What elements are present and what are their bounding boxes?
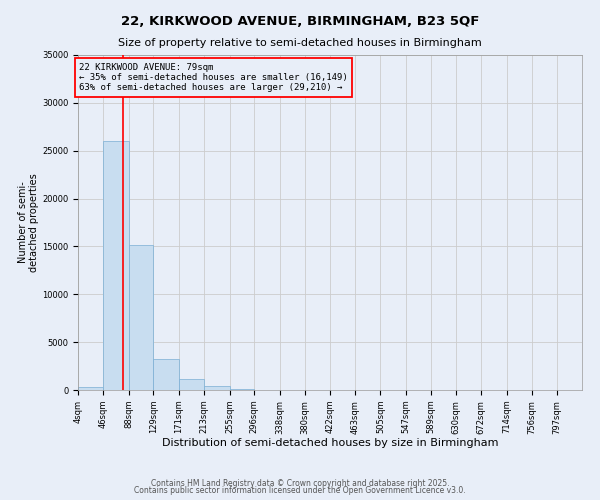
- Bar: [204, 386, 230, 390]
- Text: Contains public sector information licensed under the Open Government Licence v3: Contains public sector information licen…: [134, 486, 466, 495]
- Bar: [230, 389, 254, 390]
- Text: 22 KIRKWOOD AVENUE: 79sqm
← 35% of semi-detached houses are smaller (16,149)
63%: 22 KIRKWOOD AVENUE: 79sqm ← 35% of semi-…: [79, 62, 348, 92]
- X-axis label: Distribution of semi-detached houses by size in Birmingham: Distribution of semi-detached houses by …: [162, 438, 498, 448]
- Text: Size of property relative to semi-detached houses in Birmingham: Size of property relative to semi-detach…: [118, 38, 482, 48]
- Bar: [78, 388, 103, 390]
- Text: Contains HM Land Registry data © Crown copyright and database right 2025.: Contains HM Land Registry data © Crown c…: [151, 478, 449, 488]
- Text: 22, KIRKWOOD AVENUE, BIRMINGHAM, B23 5QF: 22, KIRKWOOD AVENUE, BIRMINGHAM, B23 5QF: [121, 15, 479, 28]
- Bar: [154, 360, 179, 390]
- Bar: [103, 141, 129, 390]
- Bar: [179, 380, 204, 390]
- Bar: [129, 246, 154, 390]
- Y-axis label: Number of semi-
detached properties: Number of semi- detached properties: [17, 173, 39, 272]
